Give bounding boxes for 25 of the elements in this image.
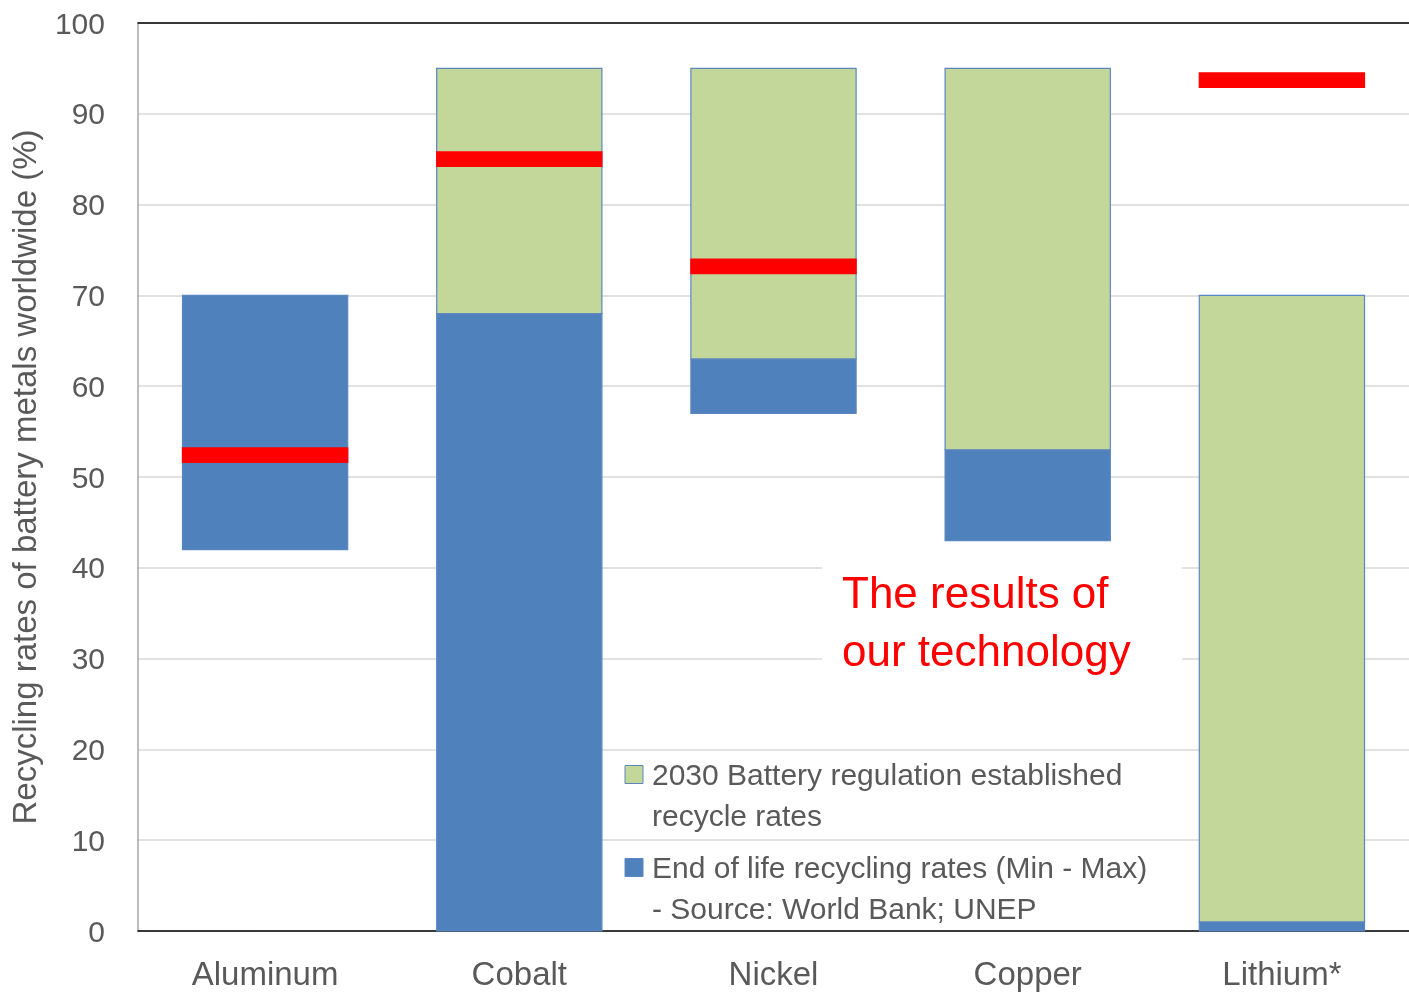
y-tick-label: 20 (71, 732, 105, 766)
y-tick-label: 10 (71, 823, 105, 857)
bar (436, 151, 603, 168)
y-tick-label: 80 (71, 188, 105, 222)
x-tick-label: Copper (973, 955, 1082, 992)
legend-label: End of life recycling rates (Min - Max) - Source: World Bank; UNEP (652, 851, 1148, 925)
y-tick-label: 50 (71, 460, 105, 494)
y-tick-label: 0 (88, 914, 105, 948)
x-tick-label: Nickel (728, 955, 819, 992)
y-tick-label: 40 (71, 551, 105, 585)
y-axis-title: Recycling rates of battery metals worldwide (%) (6, 129, 43, 825)
y-tick-label: 60 (71, 369, 105, 403)
bar (181, 447, 349, 464)
annotation: The results of our technology (842, 567, 1131, 675)
bar (690, 258, 857, 275)
x-tick-label: Cobalt (471, 955, 567, 992)
y-tick-label: 100 (54, 6, 105, 40)
bar (1198, 72, 1366, 89)
y-tick-label: 70 (71, 278, 105, 312)
x-tick-label: Aluminum (191, 955, 339, 992)
legend-label: 2030 Battery regulation established recycle rates (652, 758, 1123, 832)
y-tick-label: 30 (71, 642, 105, 676)
bar (181, 294, 349, 551)
x-tick-label: Lithium* (1222, 955, 1342, 992)
y-tick-label: 90 (71, 97, 105, 131)
